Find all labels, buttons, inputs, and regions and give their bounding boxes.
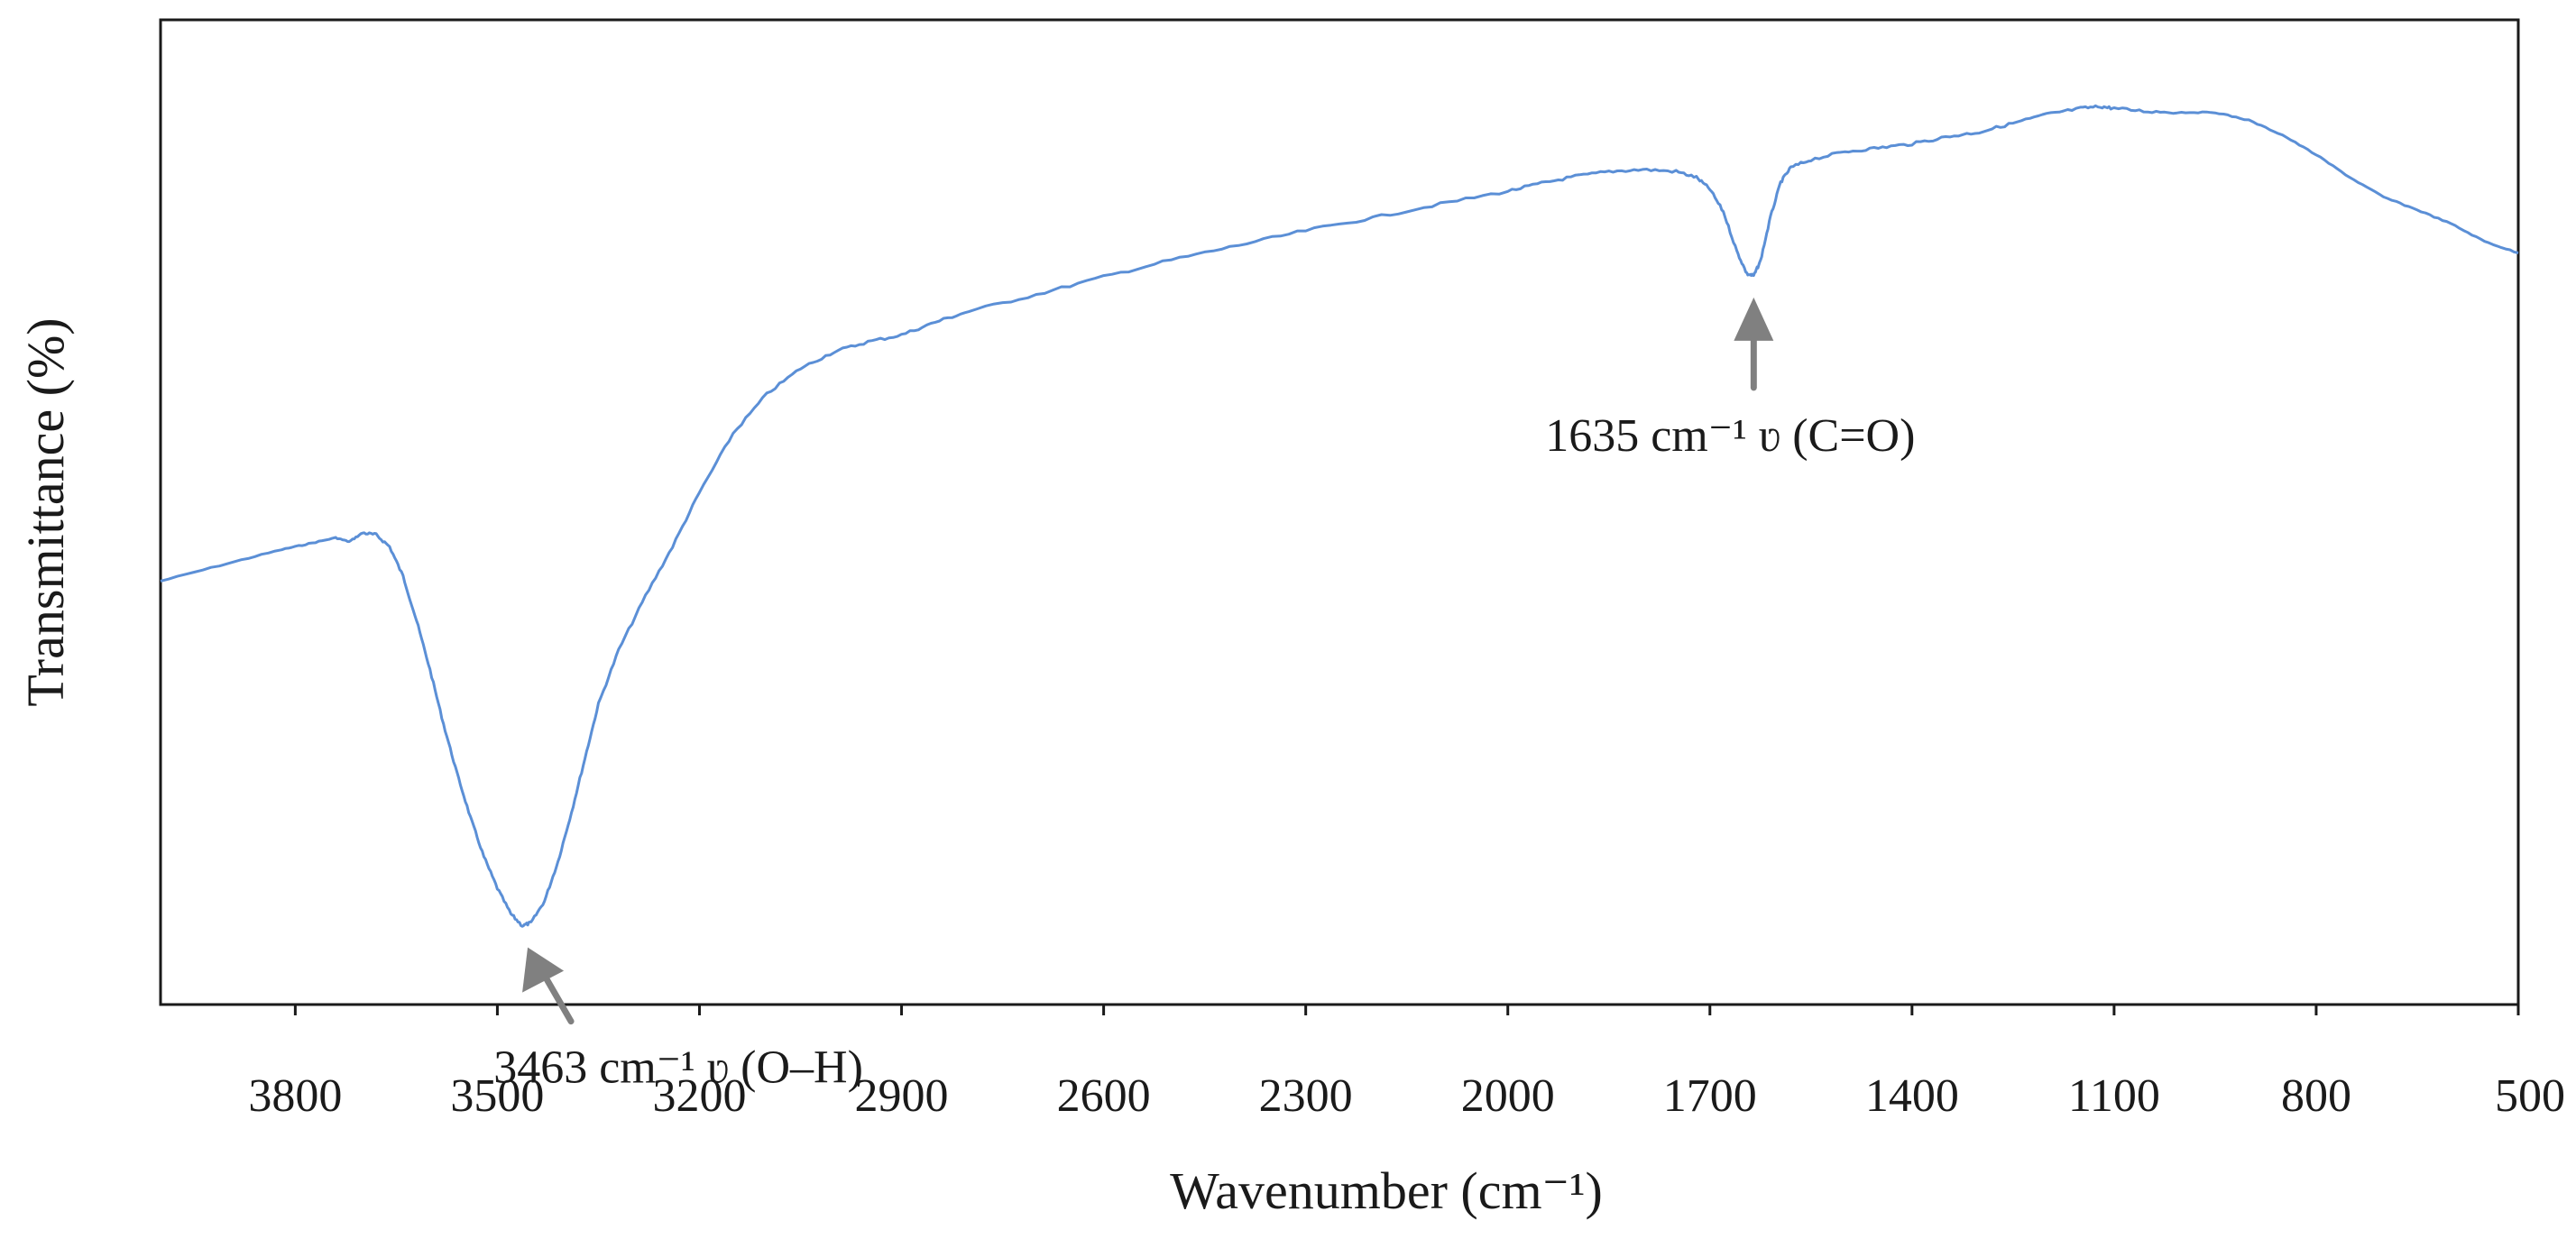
x-tick-label: 2300 <box>1259 1070 1353 1122</box>
annotation-3463: 3463 cm⁻¹ ʋ (O–H) <box>493 947 863 1094</box>
annotation-arrow-head <box>1734 297 1774 341</box>
annotation-label: 1635 cm⁻¹ ʋ (C=O) <box>1545 410 1915 462</box>
annotation-label: 3463 cm⁻¹ ʋ (O–H) <box>493 1042 863 1094</box>
y-axis-label: Transmittance (%) <box>16 317 75 706</box>
annotation-arrow-shaft <box>540 971 575 1025</box>
x-tick-label: 1100 <box>2068 1070 2160 1122</box>
x-tick-label: 1700 <box>1663 1070 1757 1122</box>
x-tick-label: 3200 <box>652 1070 746 1122</box>
plot-frame <box>159 18 2520 1006</box>
x-tick-label: 1400 <box>1865 1070 1959 1122</box>
annotation-1635: 1635 cm⁻¹ ʋ (C=O) <box>1545 297 1915 462</box>
annotations: 1635 cm⁻¹ ʋ (C=O) 3463 cm⁻¹ ʋ (O–H) <box>493 297 1915 1094</box>
x-axis-label: Wavenumber (cm⁻¹) <box>1170 1161 1603 1220</box>
x-tick-label: 2000 <box>1461 1070 1555 1122</box>
x-tick-label: 800 <box>2281 1070 2351 1122</box>
annotation-arrow-head <box>522 947 565 993</box>
x-tick-label: 2600 <box>1057 1070 1151 1122</box>
x-tick-label: 500 <box>2495 1070 2565 1122</box>
series-line <box>160 104 2519 928</box>
x-axis-ticks <box>293 1005 2520 1015</box>
x-axis-tick-labels: 3800 3500 3200 2900 2600 2300 2000 1700 1400 1100… <box>248 1070 2565 1122</box>
x-tick-label: 3800 <box>248 1070 342 1122</box>
x-tick-label: 3500 <box>450 1070 544 1122</box>
x-tick-label: 2900 <box>855 1070 949 1122</box>
